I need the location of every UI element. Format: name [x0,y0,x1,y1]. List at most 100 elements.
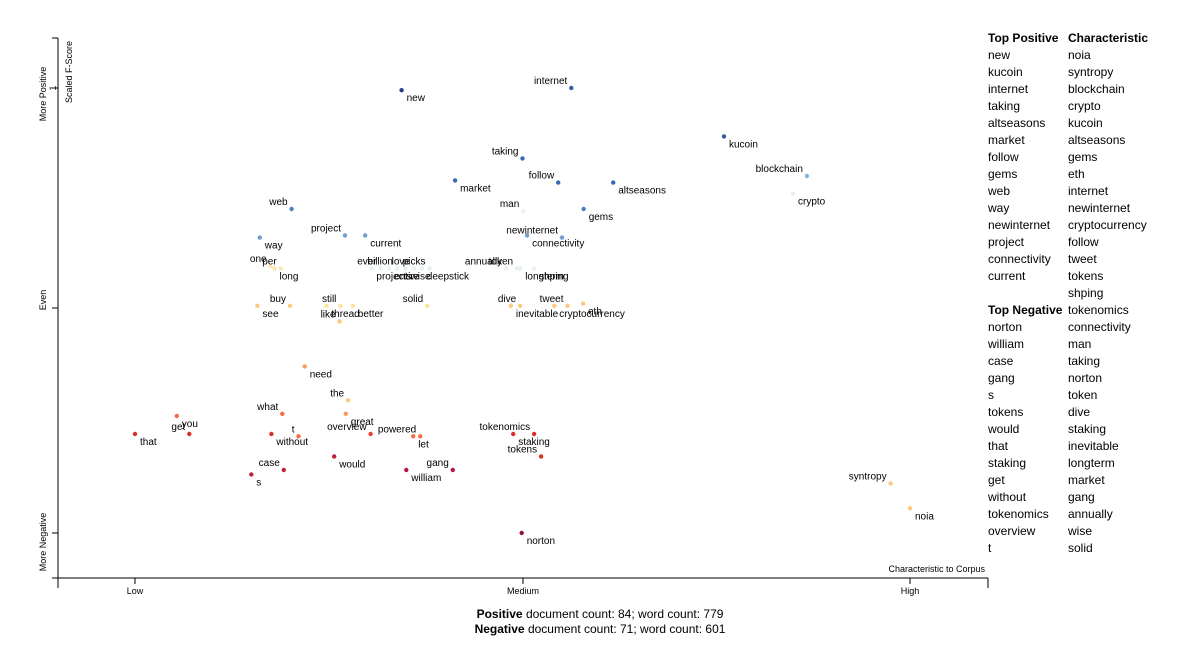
point-powered[interactable] [418,434,423,439]
point-blockchain[interactable] [804,173,810,179]
characteristic-item[interactable]: tokenomics [1068,303,1129,317]
characteristic-item[interactable]: tweet [1068,252,1097,266]
characteristic-item[interactable]: eth [1068,167,1085,181]
characteristic-item[interactable]: annually [1068,507,1113,521]
characteristic-item[interactable]: altseasons [1068,133,1126,147]
point-wise[interactable] [403,266,408,271]
top-positive-item[interactable]: new [988,48,1011,62]
top-positive-item[interactable]: taking [988,99,1021,113]
point-need[interactable] [302,364,307,369]
point-project[interactable] [342,233,348,238]
point-like[interactable] [337,319,342,324]
characteristic-item[interactable]: man [1068,337,1092,351]
top-negative-item[interactable]: overview [988,524,1036,538]
characteristic-item[interactable]: crypto [1068,99,1101,113]
top-negative-item[interactable]: get [988,473,1005,487]
point-buy[interactable] [287,303,293,308]
characteristic-item[interactable]: syntropy [1068,65,1114,79]
characteristic-item[interactable]: inevitable [1068,439,1119,453]
top-positive-item[interactable]: project [988,235,1025,249]
top-positive-item[interactable]: gems [988,167,1018,181]
characteristic-item[interactable]: gems [1068,150,1098,164]
top-negative-item[interactable]: without [988,490,1027,504]
point-internet[interactable] [569,85,574,91]
top-positive-item[interactable]: internet [988,82,1029,96]
point-norton[interactable] [519,530,524,536]
top-negative-item[interactable]: would [988,422,1020,436]
point-ever[interactable] [378,266,383,271]
characteristic-item[interactable]: wise [1068,524,1093,538]
top-negative-item[interactable]: staking [988,456,1027,470]
point-eth[interactable] [580,301,586,306]
point-way[interactable] [257,235,262,240]
top-positive-item[interactable]: current [988,269,1026,283]
characteristic-item[interactable]: gang [1068,490,1095,504]
point-william[interactable] [404,467,409,473]
characteristic-item[interactable]: tokens [1068,269,1104,283]
top-positive-item[interactable]: market [988,133,1025,147]
top-negative-item[interactable]: s [988,388,994,402]
point-you[interactable] [174,413,179,419]
point-altseasons[interactable] [611,180,616,185]
point-connectivity[interactable] [524,233,530,238]
point-let[interactable] [411,434,416,439]
top-positive-item[interactable]: connectivity [988,252,1051,266]
top-positive-item[interactable]: newinternet [988,218,1051,232]
top-negative-item[interactable]: that [988,439,1009,453]
point-love[interactable] [411,266,417,271]
point-great[interactable] [343,411,348,416]
point-would[interactable] [332,454,337,459]
characteristic-item[interactable]: cryptocurrency [1068,218,1147,232]
characteristic-item[interactable]: connectivity [1068,320,1131,334]
characteristic-item[interactable]: solid [1068,541,1093,555]
point-entire[interactable] [387,266,392,271]
point-projects[interactable] [369,266,374,271]
top-negative-item[interactable]: tokenomics [988,507,1049,521]
top-positive-item[interactable]: way [988,201,1010,215]
point-shping[interactable] [531,266,537,271]
top-negative-item[interactable]: william [988,337,1024,351]
point-deepstick[interactable] [419,266,424,271]
top-negative-item[interactable]: gang [988,371,1015,385]
characteristic-item[interactable]: token [1068,388,1098,402]
point-overview[interactable] [368,431,373,437]
point-get[interactable] [187,431,192,437]
top-positive-item[interactable]: web [988,184,1011,198]
point-crypto[interactable] [790,191,796,196]
characteristic-item[interactable]: market [1068,473,1105,487]
top-negative-item[interactable]: t [988,541,992,555]
characteristic-item[interactable]: follow [1068,235,1099,249]
point-that[interactable] [132,431,138,437]
top-negative-item[interactable]: norton [988,320,1023,334]
characteristic-item[interactable]: newinternet [1068,201,1131,215]
characteristic-item[interactable]: internet [1068,184,1109,198]
point-newinternet[interactable] [559,235,565,240]
point-billion[interactable] [394,266,400,271]
point-gems[interactable] [581,206,586,212]
point-the[interactable] [345,398,351,403]
characteristic-item[interactable]: dive [1068,405,1091,419]
point-better[interactable] [350,303,355,308]
point-web[interactable] [289,206,294,212]
point-market[interactable] [452,178,458,183]
characteristic-item[interactable]: kucoin [1068,116,1103,130]
point-tokenomics[interactable] [531,431,537,437]
point-what[interactable] [280,411,285,416]
point-s[interactable] [249,472,254,477]
point-man[interactable] [521,209,526,214]
point-kucoin[interactable] [721,134,727,139]
point-cryptocurrency[interactable] [552,303,557,308]
point-thread[interactable] [324,303,329,308]
characteristic-item[interactable]: shping [1068,286,1104,300]
top-negative-item[interactable]: case [988,354,1014,368]
point-case[interactable] [281,467,286,473]
characteristic-item[interactable]: longterm [1068,456,1115,470]
characteristic-item[interactable]: taking [1068,354,1101,368]
top-negative-item[interactable]: tokens [988,405,1024,419]
point-tweet[interactable] [565,303,570,308]
point-t[interactable] [296,434,301,439]
point-still[interactable] [338,303,343,308]
point-syntropy[interactable] [888,481,893,486]
point-picks[interactable] [427,266,432,271]
point-follow[interactable] [556,180,561,185]
